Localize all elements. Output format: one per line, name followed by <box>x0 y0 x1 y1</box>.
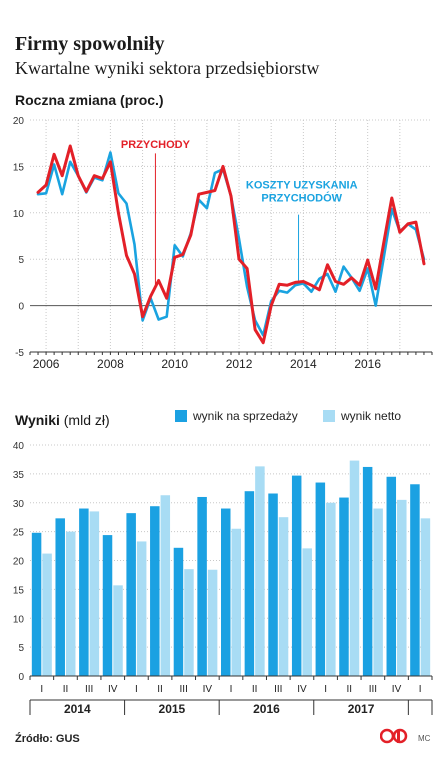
revenue-annotation: PRZYCHODY <box>121 139 191 151</box>
x-tick-label: III <box>85 684 93 695</box>
series-line-koszty <box>36 151 426 337</box>
x-tick-label: II <box>252 684 258 695</box>
group-label: 2015 <box>159 702 186 715</box>
x-tick-label: 2010 <box>161 357 188 371</box>
series-line-przychody <box>36 144 426 345</box>
bar-wynik-na-sprzedazy <box>197 496 207 676</box>
bar-wynik-na-sprzedazy <box>126 513 136 676</box>
bar-wynik-na-sprzedazy <box>55 518 65 676</box>
legend-swatch <box>175 410 187 422</box>
bar-wynik-na-sprzedazy <box>339 497 349 676</box>
y-tick-label: 5 <box>18 643 24 654</box>
y-tick-label: 15 <box>13 585 25 596</box>
x-tick-label: I <box>230 684 233 695</box>
bar-wynik-netto <box>207 569 218 676</box>
bar-wynik-na-sprzedazy <box>268 493 278 676</box>
bar-chart: wynik na sprzedaży wynik netto40353025201… <box>13 409 433 715</box>
bar-wynik-netto <box>326 502 336 676</box>
x-tick-label: IV <box>108 684 118 695</box>
bar-wynik-na-sprzedazy <box>291 475 302 676</box>
bar-wynik-na-sprzedazy <box>315 482 326 676</box>
bar-wynik-na-sprzedazy <box>410 484 420 676</box>
y-tick-label: 0 <box>18 302 24 313</box>
bar-wynik-na-sprzedazy <box>173 547 184 676</box>
line-chart: 20 15 10 5 0 -5 2006 2008 2010 2012 2014 2016 PRZYCH… <box>13 116 433 371</box>
bar-wynik-na-sprzedazy <box>221 508 231 676</box>
x-tick-label: I <box>419 684 422 695</box>
y-tick-label: 35 <box>13 470 25 481</box>
group-label: 2014 <box>64 702 91 715</box>
bar-wynik-netto <box>65 531 76 676</box>
legend-swatch <box>323 410 335 422</box>
legend-label: wynik netto <box>340 409 401 423</box>
x-tick-label: III <box>274 684 282 695</box>
y-tick-label: 10 <box>13 209 25 220</box>
y-tick-label: 25 <box>13 528 25 539</box>
costs-annotation-line1: KOSZTY UZYSKANIA <box>246 180 358 192</box>
group-label: 2016 <box>253 702 280 715</box>
legend-label: wynik na sprzedaży <box>192 409 298 423</box>
x-tick-label: II <box>63 684 69 695</box>
bar-wynik-na-sprzedazy <box>244 491 255 676</box>
bar-chart-unit: (mld zł) <box>63 412 110 428</box>
bar-wynik-netto <box>160 495 171 676</box>
dziennik-gazeta-prawna-logo <box>380 728 408 744</box>
bar-wynik-na-sprzedazy <box>386 476 397 676</box>
bar-wynik-netto <box>231 528 241 676</box>
y-tick-label: -5 <box>15 348 24 359</box>
bar-wynik-netto <box>302 548 312 676</box>
bar-wynik-netto <box>136 541 147 676</box>
x-tick-label: I <box>40 684 43 695</box>
bar-wynik-na-sprzedazy <box>31 532 42 676</box>
bar-wynik-na-sprzedazy <box>362 466 373 676</box>
x-tick-label: 2008 <box>97 357 124 371</box>
y-tick-label: 10 <box>13 614 25 625</box>
costs-annotation-line2: PRZYCHODÓW <box>261 192 342 205</box>
x-tick-label: 2016 <box>354 357 381 371</box>
bar-wynik-netto <box>184 569 194 676</box>
bar-wynik-netto <box>373 508 383 676</box>
page-subtitle: Kwartalne wyniki sektora przedsiębiorstw <box>15 58 320 78</box>
author-credit: MC <box>418 734 431 743</box>
bar-wynik-na-sprzedazy <box>79 508 89 676</box>
x-tick-label: I <box>135 684 138 695</box>
x-tick-label: 2006 <box>33 357 60 371</box>
bar-wynik-na-sprzedazy <box>150 506 160 676</box>
x-tick-label: 2014 <box>290 357 317 371</box>
bar-wynik-na-sprzedazy <box>102 535 113 676</box>
bar-wynik-netto <box>255 466 265 676</box>
bar-wynik-netto <box>349 460 360 676</box>
bar-wynik-netto <box>397 499 407 676</box>
y-tick-label: 15 <box>13 162 25 173</box>
y-tick-label: 40 <box>13 441 25 452</box>
bar-wynik-netto <box>113 585 123 676</box>
y-tick-label: 0 <box>18 672 24 683</box>
y-tick-label: 30 <box>13 499 25 510</box>
source-note: Źródło: GUS <box>15 733 80 745</box>
x-tick-label: IV <box>203 684 213 695</box>
y-tick-label: 5 <box>18 255 24 266</box>
bar-chart-heading: Wyniki (mld zł) <box>15 412 110 428</box>
x-tick-label: IV <box>392 684 402 695</box>
x-tick-label: III <box>369 684 377 695</box>
y-tick-label: 20 <box>13 116 25 127</box>
y-tick-label: 20 <box>13 557 25 568</box>
x-tick-label: I <box>324 684 327 695</box>
bar-wynik-netto <box>89 511 100 676</box>
x-tick-label: IV <box>297 684 307 695</box>
x-tick-label: II <box>346 684 352 695</box>
x-tick-label: II <box>157 684 163 695</box>
bar-chart-title: Wyniki <box>15 412 60 428</box>
bar-wynik-netto <box>42 553 52 676</box>
line-chart-title: Roczna zmiana (proc.) <box>15 92 164 108</box>
x-tick-label: 2012 <box>226 357 253 371</box>
group-label: 2017 <box>348 702 375 715</box>
bar-wynik-netto <box>420 518 431 676</box>
bar-wynik-netto <box>278 517 289 676</box>
x-tick-label: III <box>180 684 188 695</box>
page-title: Firmy spowolniły <box>15 33 165 55</box>
